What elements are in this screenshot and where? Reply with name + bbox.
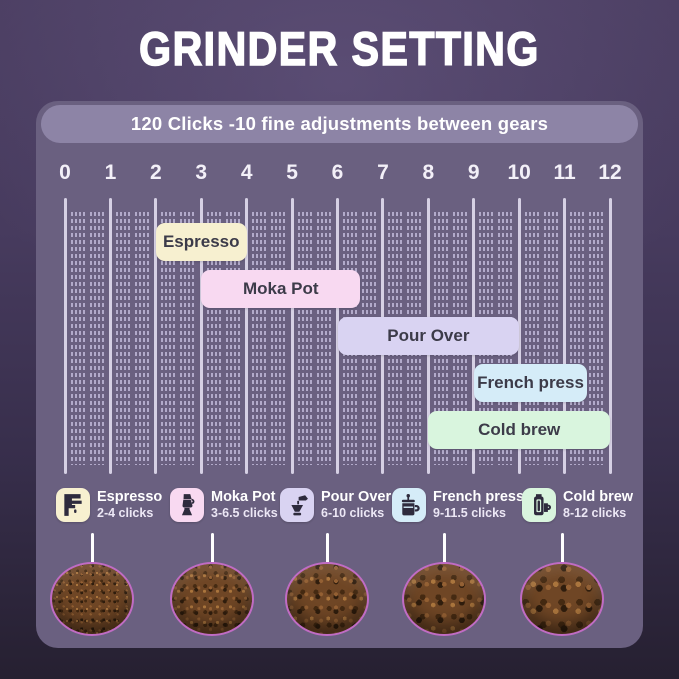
axis-tick-label-4: 4 (240, 161, 253, 184)
fine-tick-cluster-2-0 (161, 212, 176, 465)
major-tick-line-10 (517, 198, 521, 474)
page-title: GRINDER SETTING (138, 21, 540, 76)
connector-line (442, 533, 446, 567)
axis-tick-label-8: 8 (422, 161, 435, 184)
legend-name: Pour Over (321, 489, 392, 506)
legend-item-moka-pot: Moka Pot 3-6.5 clicks (170, 487, 278, 523)
major-tick-line-5 (290, 198, 294, 474)
major-tick-line-4 (245, 198, 249, 474)
range-band-french-press: French press (473, 364, 588, 402)
fine-tick-cluster-5-0 (297, 212, 312, 465)
range-band-cold-brew: Cold brew (428, 411, 611, 449)
fine-tick-cluster-0-1 (89, 212, 104, 465)
legend-name: Espresso (97, 489, 163, 506)
cold-brew-icon (522, 488, 556, 522)
fine-tick-cluster-4-1 (271, 212, 286, 465)
connector-line (210, 533, 214, 567)
axis-tick-label-2: 2 (149, 161, 162, 184)
axis-tick-label-5: 5 (286, 161, 298, 184)
range-band-moka-pot: Moka Pot (201, 270, 361, 308)
legend-clicks-range: 3-6.5 clicks (211, 506, 278, 521)
legend-item-french-press: French press 9-11.5 clicks (392, 487, 524, 523)
legend-text: Cold brew 8-12 clicks (563, 489, 633, 520)
axis-tick-label-11: 11 (553, 161, 576, 184)
fine-tick-cluster-2-1 (180, 212, 195, 465)
connector-line (560, 533, 564, 567)
clicks-banner-label: 120 Clicks -10 fine adjustments between … (130, 113, 549, 134)
range-band-pour-over: Pour Over (337, 317, 520, 355)
legend-item-espresso: Espresso 2-4 clicks (56, 487, 162, 523)
legend-clicks-range: 2-4 clicks (97, 506, 154, 521)
french-press-icon (392, 488, 426, 522)
major-tick-line-0 (63, 198, 67, 474)
fine-tick-cluster-1-1 (134, 212, 149, 465)
legend-name: French press (433, 489, 525, 506)
legend-item-pour-over: Pour Over 6-10 clicks (280, 487, 391, 523)
connector-line (325, 533, 329, 567)
axis-tick-label-7: 7 (377, 161, 389, 184)
axis-tick-label-6: 6 (331, 161, 344, 184)
major-tick-line-2 (154, 198, 158, 474)
clicks-banner: 120 Clicks -10 fine adjustments between … (41, 105, 638, 143)
moka-pot-grounds-photo (170, 562, 254, 636)
major-tick-line-3 (199, 198, 203, 474)
legend-text: Moka Pot 3-6.5 clicks (211, 489, 278, 520)
axis-tick-label-0: 0 (59, 161, 71, 184)
axis-tick-label-12: 12 (598, 161, 622, 184)
espresso-machine-icon (56, 488, 90, 522)
major-tick-line-1 (108, 198, 112, 474)
chart-panel: 120 Clicks -10 fine adjustments between … (36, 101, 643, 648)
major-tick-line-12 (608, 198, 612, 474)
fine-tick-cluster-0-0 (70, 212, 85, 465)
legend-clicks-range: 9-11.5 clicks (433, 506, 506, 521)
espresso-grounds-photo (50, 562, 134, 636)
legend-text: French press 9-11.5 clicks (433, 489, 524, 520)
legend-item-cold-brew: Cold brew 8-12 clicks (522, 487, 633, 523)
major-tick-line-11 (563, 198, 567, 474)
moka-pot-icon (170, 488, 204, 522)
legend-text: Espresso 2-4 clicks (97, 489, 162, 520)
axis-tick-label-9: 9 (467, 161, 480, 184)
fine-tick-cluster-5-1 (316, 212, 331, 465)
legend-clicks-range: 8-12 clicks (563, 506, 627, 521)
pour-over-grounds-photo (285, 562, 369, 636)
legend-name: Moka Pot (211, 489, 276, 506)
connector-line (90, 533, 94, 567)
legend-text: Pour Over 6-10 clicks (321, 489, 391, 520)
cold-brew-grounds-photo (520, 562, 604, 636)
range-band-espresso: Espresso (155, 223, 247, 261)
pour-over-icon (280, 488, 314, 522)
french-press-grounds-photo (402, 562, 486, 636)
axis-tick-label-1: 1 (104, 161, 117, 184)
axis-tick-label-10: 10 (507, 161, 531, 184)
legend-name: Cold brew (563, 489, 634, 506)
fine-tick-cluster-4-0 (252, 212, 267, 465)
legend-clicks-range: 6-10 clicks (321, 506, 385, 521)
fine-tick-cluster-11-1 (589, 212, 604, 465)
axis-tick-label-3: 3 (195, 161, 208, 184)
fine-tick-cluster-1-0 (115, 212, 130, 465)
